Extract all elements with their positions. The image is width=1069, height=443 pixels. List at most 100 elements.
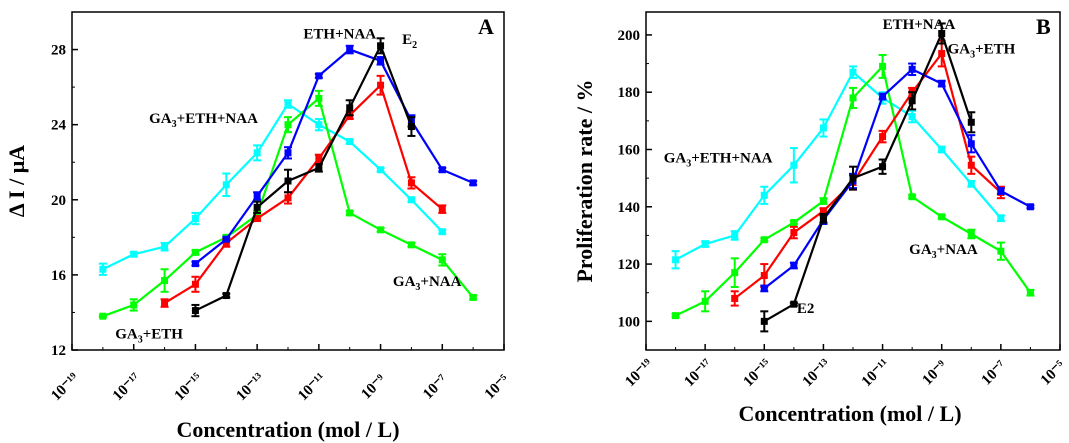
data-point bbox=[191, 215, 199, 223]
y-tick-label: 180 bbox=[618, 85, 641, 101]
series-annotation: GA3+NAA bbox=[393, 274, 462, 293]
data-point bbox=[469, 179, 477, 187]
data-point bbox=[377, 166, 385, 174]
data-point bbox=[438, 228, 446, 236]
data-point bbox=[253, 192, 261, 200]
data-point bbox=[967, 161, 975, 169]
series-line bbox=[163, 83, 443, 304]
data-point bbox=[99, 312, 107, 320]
data-point bbox=[908, 97, 916, 105]
series-line bbox=[763, 30, 973, 323]
series-annotation: GA3+NAA bbox=[909, 242, 978, 261]
data-point bbox=[284, 194, 292, 202]
data-point bbox=[253, 211, 261, 219]
data-point bbox=[790, 262, 798, 269]
series-annotation: GA3+ETH bbox=[115, 327, 183, 346]
data-point bbox=[760, 284, 768, 292]
data-point bbox=[672, 256, 680, 264]
data-point bbox=[253, 215, 261, 223]
x-tick-label: 10⁻⁷ bbox=[420, 371, 451, 402]
data-point bbox=[731, 269, 739, 277]
y-tick-label: 16 bbox=[51, 268, 67, 284]
data-point bbox=[284, 177, 292, 185]
series-annotation: GA3+ETH bbox=[948, 42, 1016, 61]
series-line bbox=[734, 51, 1002, 300]
data-point bbox=[284, 121, 292, 129]
data-point bbox=[315, 94, 323, 102]
data-point bbox=[284, 100, 292, 108]
y-tick-label: 140 bbox=[618, 200, 641, 216]
data-point bbox=[130, 301, 138, 309]
data-point bbox=[879, 62, 887, 70]
series-line bbox=[675, 70, 1002, 261]
x-tick-label: 10⁻⁷ bbox=[979, 357, 1010, 388]
data-point bbox=[879, 163, 887, 171]
data-point bbox=[731, 231, 739, 239]
data-point bbox=[377, 81, 385, 89]
data-point bbox=[315, 154, 323, 162]
x-tick-label: 10⁻⁹ bbox=[920, 357, 951, 388]
series-line bbox=[763, 67, 1031, 290]
data-point bbox=[346, 46, 354, 54]
data-point bbox=[672, 312, 680, 320]
data-point bbox=[407, 241, 415, 249]
data-point bbox=[1026, 203, 1034, 211]
data-point bbox=[967, 140, 975, 148]
data-point bbox=[760, 236, 768, 244]
data-point bbox=[161, 277, 169, 285]
series-annotation: ETH+NAA bbox=[883, 17, 956, 33]
x-axis-title-a: Concentration (mol / L) bbox=[176, 417, 399, 442]
data-point bbox=[161, 299, 169, 307]
data-point bbox=[284, 149, 292, 157]
data-point bbox=[790, 161, 798, 169]
data-point bbox=[407, 196, 415, 204]
data-point bbox=[99, 265, 107, 273]
y-tick-label: 200 bbox=[618, 28, 641, 44]
data-point bbox=[819, 207, 827, 215]
data-point bbox=[849, 68, 857, 76]
data-point bbox=[967, 180, 975, 188]
y-tick-label: 24 bbox=[51, 118, 67, 134]
data-point bbox=[438, 166, 446, 174]
series-line bbox=[194, 48, 474, 265]
x-tick-label: 10⁻¹⁷ bbox=[681, 356, 715, 390]
data-point bbox=[701, 297, 709, 305]
x-tick-label: 10⁻¹⁵ bbox=[172, 370, 206, 404]
data-point bbox=[908, 113, 916, 121]
data-point bbox=[760, 272, 768, 280]
data-point bbox=[849, 174, 857, 182]
x-tick-label: 10⁻¹¹ bbox=[295, 370, 329, 404]
series-line bbox=[102, 102, 444, 271]
series-annotation: E2 bbox=[402, 32, 417, 51]
data-point bbox=[191, 280, 199, 288]
x-tick-label: 10⁻¹¹ bbox=[859, 356, 893, 390]
data-point bbox=[315, 164, 323, 172]
data-point bbox=[346, 104, 354, 112]
data-point bbox=[938, 50, 946, 58]
data-point bbox=[407, 179, 415, 187]
series-annotation: GA3+ETH+NAA bbox=[149, 111, 258, 130]
data-point bbox=[938, 145, 946, 153]
data-point bbox=[997, 187, 1005, 195]
y-axis-title-b: Proliferation rate / % bbox=[572, 79, 597, 282]
y-tick-label: 20 bbox=[51, 193, 66, 209]
y-tick-label: 120 bbox=[618, 257, 641, 273]
y-tick-label: 12 bbox=[51, 343, 66, 359]
data-point bbox=[191, 248, 199, 256]
x-tick-label: 10⁻¹³ bbox=[233, 370, 267, 404]
data-point bbox=[1026, 289, 1034, 297]
data-point bbox=[938, 80, 946, 88]
data-point bbox=[790, 229, 798, 237]
data-point bbox=[222, 235, 230, 243]
data-point bbox=[377, 42, 385, 50]
data-point bbox=[222, 292, 230, 300]
y-tick-label: 28 bbox=[51, 43, 66, 59]
panel-a: A Concentration (mol / L) Δ I / μA 12 16 2… bbox=[4, 11, 513, 442]
data-point bbox=[377, 57, 385, 65]
data-point bbox=[908, 65, 916, 73]
data-point bbox=[938, 213, 946, 221]
data-point bbox=[315, 121, 323, 129]
data-point bbox=[191, 260, 199, 268]
series-annotation: ETH+NAA bbox=[303, 26, 376, 42]
